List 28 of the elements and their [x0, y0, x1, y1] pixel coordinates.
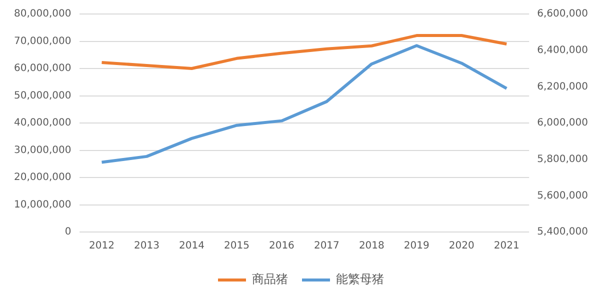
y2-tick-label: 5,400,000 — [537, 226, 588, 238]
y2-tick-label: 6,200,000 — [537, 81, 588, 92]
y-tick-label: 40,000,000 — [14, 118, 72, 129]
x-tick-label: 2018 — [358, 240, 384, 252]
y-tick-label: 30,000,000 — [14, 144, 72, 156]
y-tick-label: 70,000,000 — [14, 36, 72, 47]
y2-tick-label: 6,400,000 — [537, 44, 588, 56]
x-tick-label: 2015 — [224, 240, 250, 252]
x-tick-label: 2020 — [448, 240, 474, 252]
y-tick-label: 60,000,000 — [14, 63, 72, 74]
y-tick-label: 20,000,000 — [14, 172, 72, 184]
x-tick-label: 2014 — [178, 240, 204, 252]
x-tick-label: 2013 — [134, 240, 160, 252]
y2-tick-label: 6,000,000 — [537, 118, 588, 129]
x-tick-label: 2012 — [89, 240, 114, 252]
y-tick-label: 50,000,000 — [14, 90, 72, 102]
legend-label: 能繁母猪 — [336, 272, 384, 286]
y2-tick-label: 5,600,000 — [537, 190, 588, 202]
y-tick-label: 0 — [64, 226, 72, 238]
y-tick-label: 80,000,000 — [14, 8, 72, 20]
x-tick-label: 2019 — [404, 240, 430, 252]
x-tick-label: 2017 — [314, 240, 340, 252]
x-tick-label: 2021 — [494, 240, 520, 252]
y2-tick-label: 5,800,000 — [537, 154, 588, 165]
x-tick-label: 2016 — [268, 240, 294, 252]
y-tick-label: 10,000,000 — [14, 199, 72, 210]
legend-label: 商品猪 — [252, 272, 288, 286]
y2-tick-label: 6,600,000 — [537, 8, 588, 20]
